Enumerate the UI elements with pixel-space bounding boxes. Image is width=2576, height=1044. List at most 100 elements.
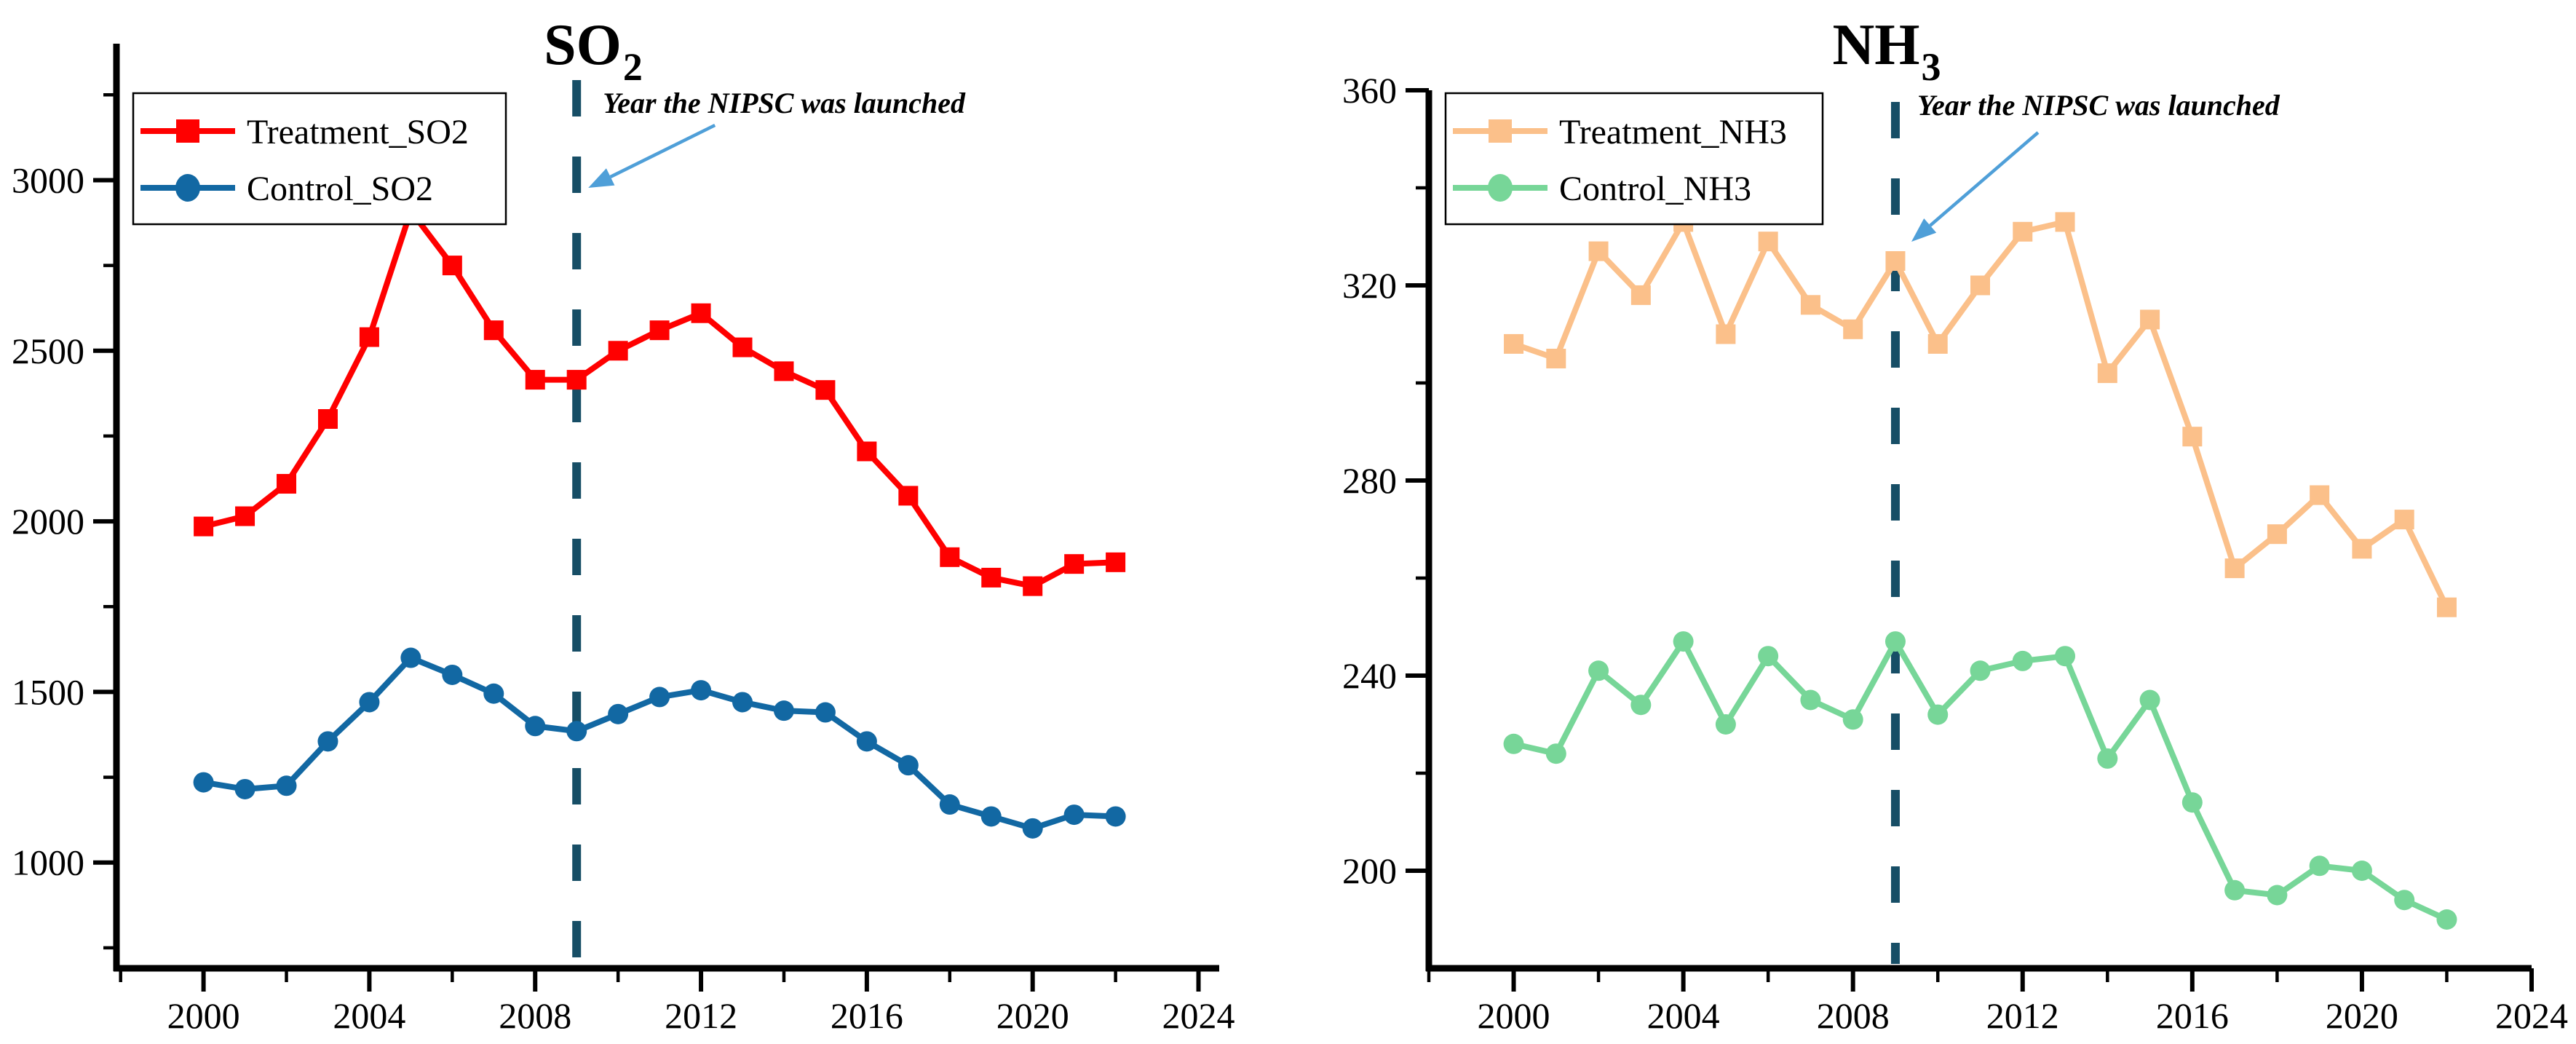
- x-axis-tick-label: 2000: [167, 995, 240, 1036]
- event-annotation-label: Year the NIPSC was launched: [1917, 89, 2280, 122]
- chart-so2: SO2 3000 2500 2000 1500 1000 2000 2004 2008 2012 2…: [12, 13, 1235, 1036]
- series-marker-Control_NH3: [1927, 704, 1949, 725]
- series-marker-Treatment_NH3: [2310, 485, 2330, 505]
- x-axis-tick-label: 2024: [2495, 995, 2568, 1036]
- series-marker-Treatment_SO2: [359, 327, 379, 347]
- series-line-Control_NH3: [1513, 638, 2449, 922]
- series-marker-Treatment_SO2: [732, 337, 753, 357]
- series-marker-Control_NH3: [1630, 695, 1652, 716]
- series-marker-Treatment_NH3: [1800, 295, 1820, 315]
- series-marker-Control_SO2: [359, 692, 380, 713]
- chart-title: NH3: [1833, 13, 1941, 89]
- chart-title-main: SO: [544, 13, 622, 77]
- series-marker-Control_NH3: [2309, 855, 2330, 877]
- series-marker-Treatment_NH3: [2013, 221, 2033, 242]
- y-axis-tick-label: 280: [1342, 460, 1397, 501]
- series-marker-Control_SO2: [732, 692, 753, 713]
- y-axis-tick-label: 2500: [12, 331, 84, 371]
- x-axis-tick-label: 2024: [1162, 995, 1235, 1036]
- series-marker-Treatment_SO2: [608, 341, 628, 361]
- chart-title-subscript: 3: [1922, 45, 1941, 89]
- series-marker-Treatment_SO2: [691, 303, 711, 323]
- series-marker-Treatment_NH3: [1716, 324, 1736, 344]
- series-marker-Treatment_NH3: [2352, 539, 2372, 559]
- x-axis-tick-label: 2008: [499, 995, 571, 1036]
- y-axis-tick-label: 3000: [12, 159, 84, 200]
- series-marker-Control_NH3: [1545, 743, 1566, 764]
- series-marker-Control_NH3: [2351, 861, 2372, 881]
- chart-svg: NH3 360 320 280 240 200 2000 2004 2008 2012 2016 20…: [1342, 13, 2568, 1036]
- annotation-arrowhead: [588, 168, 615, 188]
- series-marker-Treatment_NH3: [1758, 232, 1778, 252]
- series-marker-Control_NH3: [2181, 792, 2203, 813]
- legend-box: [132, 92, 507, 226]
- y-axis-tick-label: 2000: [12, 501, 84, 542]
- series-marker-Treatment_NH3: [2055, 212, 2075, 232]
- x-axis-tick-label: 2000: [1478, 995, 1550, 1036]
- series-marker-Control_SO2: [649, 687, 670, 708]
- x-axis-tick-label: 2012: [665, 995, 737, 1036]
- series-marker-Treatment_SO2: [442, 256, 462, 276]
- series-marker-Treatment_SO2: [1106, 552, 1126, 572]
- series-marker-Treatment_SO2: [483, 320, 504, 341]
- series-line-Control_SO2: [202, 655, 1116, 831]
- series-marker-Treatment_NH3: [2394, 510, 2414, 530]
- series-marker-Treatment_NH3: [1504, 333, 1524, 354]
- series-marker-Treatment_SO2: [940, 547, 960, 567]
- series-marker-Treatment_SO2: [525, 370, 545, 390]
- series-marker-Control_NH3: [1842, 709, 1863, 730]
- series-marker-Control_SO2: [1105, 806, 1126, 827]
- annotation-arrow: [1929, 131, 2040, 227]
- series-marker-Control_SO2: [276, 775, 297, 796]
- series-marker-Control_NH3: [2436, 909, 2457, 930]
- series-marker-Treatment_NH3: [1927, 333, 1948, 354]
- series-marker-Treatment_NH3: [1546, 349, 1566, 368]
- series-marker-Treatment_NH3: [1588, 241, 1609, 261]
- chart-nh3: NH3 360 320 280 240 200 2000 2004 2008 2012 2016 20…: [1296, 0, 2576, 1044]
- series-marker-Treatment_NH3: [2097, 363, 2117, 384]
- legend-item-label: Control_NH3: [1559, 170, 1751, 208]
- series-marker-Control_SO2: [939, 794, 960, 815]
- legend-marker-square: [1489, 119, 1512, 143]
- series-marker-Control_NH3: [1885, 631, 1906, 652]
- series-marker-Treatment_NH3: [2182, 427, 2203, 447]
- chart-title-main: NH: [1833, 13, 1920, 77]
- legend-marker-circle: [1488, 174, 1513, 202]
- series-marker-Control_SO2: [856, 731, 877, 752]
- series-marker-Treatment_SO2: [1023, 576, 1043, 596]
- series-marker-Treatment_NH3: [1885, 251, 1906, 271]
- legend-marker-square: [176, 119, 199, 143]
- y-axis-tick-label: 1500: [12, 671, 84, 712]
- x-axis-tick-label: 2008: [1817, 995, 1890, 1036]
- series-marker-Treatment_SO2: [566, 370, 587, 390]
- series-marker-Treatment_NH3: [2436, 597, 2457, 617]
- series-marker-Treatment_NH3: [2224, 558, 2245, 579]
- series-marker-Control_NH3: [2139, 689, 2160, 711]
- chart-title-subscript: 2: [623, 45, 643, 89]
- series-marker-Control_SO2: [815, 702, 836, 723]
- x-axis-tick-label: 2012: [1986, 995, 2059, 1036]
- series-marker-Treatment_NH3: [1843, 319, 1863, 339]
- series-marker-Control_SO2: [442, 664, 463, 685]
- y-axis-tick-label: 240: [1342, 655, 1397, 696]
- series-marker-Treatment_SO2: [857, 441, 877, 462]
- series-marker-Control_NH3: [2267, 885, 2288, 906]
- series-marker-Control_SO2: [193, 772, 214, 793]
- series-marker-Control_SO2: [483, 683, 504, 704]
- x-axis-tick-label: 2016: [831, 995, 903, 1036]
- series-marker-Treatment_SO2: [649, 320, 670, 341]
- y-axis-tick-label: 200: [1342, 850, 1397, 891]
- series-marker-Treatment_SO2: [235, 506, 255, 526]
- series-marker-Treatment_SO2: [774, 361, 794, 381]
- series-marker-Control_SO2: [773, 700, 794, 721]
- series-marker-Control_SO2: [566, 721, 587, 742]
- series-marker-Control_SO2: [525, 716, 546, 737]
- series-marker-Control_SO2: [897, 755, 919, 776]
- legend-item-label: Control_SO2: [247, 170, 433, 208]
- series-marker-Control_NH3: [1673, 631, 1694, 652]
- event-annotation-label: Year the NIPSC was launched: [603, 87, 966, 119]
- series-marker-Treatment_SO2: [277, 474, 297, 494]
- y-axis-tick-label: 320: [1342, 265, 1397, 306]
- annotation-arrow: [609, 123, 716, 178]
